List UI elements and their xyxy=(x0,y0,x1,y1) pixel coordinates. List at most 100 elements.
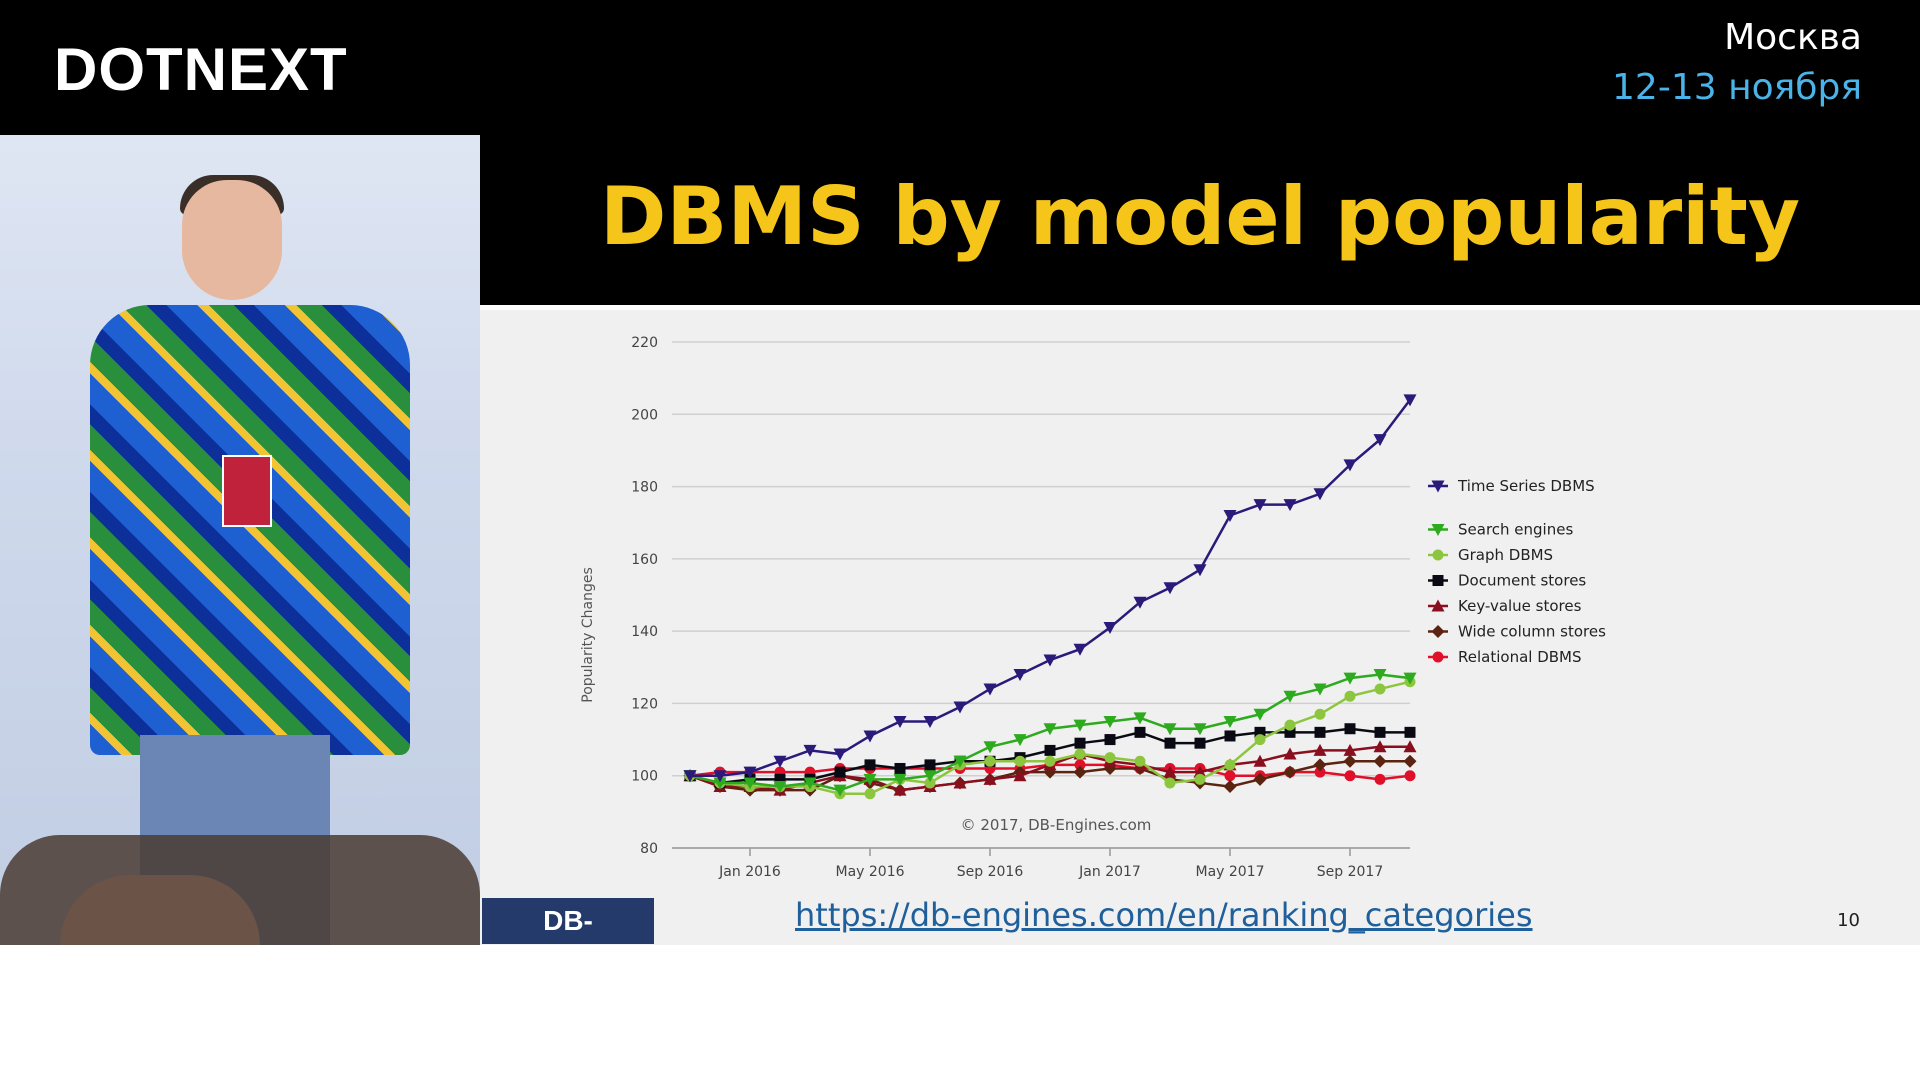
data-point xyxy=(1073,765,1087,779)
data-point xyxy=(983,772,997,785)
data-point xyxy=(833,748,847,761)
source-link[interactable]: https://db-engines.com/en/ranking_catego… xyxy=(795,896,1533,934)
data-point xyxy=(1403,394,1417,407)
data-point xyxy=(924,759,936,771)
x-tick-label: Sep 2016 xyxy=(957,864,1024,880)
data-point xyxy=(834,766,846,778)
y-tick-label: 140 xyxy=(631,624,658,640)
data-point xyxy=(953,776,967,789)
legend-marker xyxy=(1431,524,1445,536)
y-axis-label: Popularity Changes xyxy=(580,567,596,703)
conference-logo: DOTNEXT xyxy=(54,36,348,103)
data-point xyxy=(894,762,906,774)
data-point xyxy=(983,741,997,754)
db-engines-logo: DB-ENGINES xyxy=(482,898,654,982)
data-point xyxy=(984,755,996,767)
data-point xyxy=(1043,654,1057,667)
data-point xyxy=(1013,769,1027,782)
legend-marker xyxy=(1432,651,1444,663)
slide-page-number: 10 xyxy=(1837,910,1860,931)
data-point xyxy=(923,770,937,783)
data-point xyxy=(864,759,876,771)
slide-divider xyxy=(480,305,1920,309)
data-point xyxy=(774,773,786,785)
y-tick-label: 80 xyxy=(640,841,658,857)
x-tick-label: Jan 2016 xyxy=(718,864,781,880)
data-point xyxy=(893,773,907,786)
data-point xyxy=(1164,777,1176,789)
data-point xyxy=(1254,726,1266,738)
data-point xyxy=(1374,773,1386,785)
event-dates: 12-13 ноября xyxy=(1612,67,1862,108)
data-point xyxy=(953,701,967,714)
x-tick-label: May 2017 xyxy=(1195,864,1264,880)
data-point xyxy=(983,683,997,696)
data-point xyxy=(863,773,877,786)
legend-marker xyxy=(1431,625,1445,638)
data-point xyxy=(1103,716,1117,728)
legend-label: Wide column stores xyxy=(1458,623,1606,641)
data-point xyxy=(743,777,757,790)
data-point xyxy=(833,784,847,797)
x-tick-label: May 2016 xyxy=(835,864,904,880)
legend-label: Search engines xyxy=(1458,521,1573,539)
data-point xyxy=(1313,743,1327,756)
data-point xyxy=(1193,765,1207,778)
data-point xyxy=(1044,744,1056,756)
data-point xyxy=(803,777,817,790)
data-point xyxy=(1103,622,1117,635)
data-point xyxy=(1223,509,1237,522)
data-point xyxy=(713,770,727,783)
data-point xyxy=(1373,669,1387,682)
data-point xyxy=(1074,737,1086,749)
data-point xyxy=(1073,719,1087,732)
data-point xyxy=(1343,672,1357,685)
data-point xyxy=(1224,770,1236,782)
data-point xyxy=(1313,488,1327,501)
data-point xyxy=(1404,726,1416,738)
data-point xyxy=(1373,740,1387,753)
legend-marker xyxy=(1432,575,1444,586)
legend-label: Relational DBMS xyxy=(1458,648,1582,666)
data-point xyxy=(1283,499,1297,512)
y-tick-label: 120 xyxy=(631,696,658,712)
data-point xyxy=(1283,765,1297,779)
x-tick-label: Sep 2017 xyxy=(1317,864,1383,880)
data-point xyxy=(1344,723,1356,735)
data-point xyxy=(1373,434,1387,447)
data-point xyxy=(1013,734,1027,747)
data-point xyxy=(1224,730,1236,742)
speaker-badge xyxy=(222,455,272,527)
speaker-head xyxy=(182,180,282,300)
data-point xyxy=(1404,770,1416,782)
data-point xyxy=(1253,754,1267,767)
chart-panel: 80 100 120 140 160 180 200 220 Jan 2016 May 2016 S… xyxy=(480,310,1920,945)
data-point xyxy=(1133,712,1147,725)
data-point xyxy=(1134,726,1146,738)
data-point xyxy=(864,788,876,800)
legend-label: Key-value stores xyxy=(1458,597,1582,615)
data-point xyxy=(1163,582,1177,595)
data-point xyxy=(863,730,877,743)
data-point xyxy=(773,755,787,768)
y-tick-label: 180 xyxy=(631,480,658,496)
data-point xyxy=(773,781,787,794)
data-point xyxy=(1314,708,1326,720)
data-point xyxy=(953,755,967,768)
data-point xyxy=(1223,716,1237,728)
legend-marker xyxy=(1432,549,1444,561)
data-point xyxy=(1134,755,1146,767)
data-point xyxy=(1043,723,1057,736)
data-point xyxy=(1283,690,1297,703)
data-point xyxy=(1314,726,1326,738)
speaker-shirt xyxy=(90,305,410,755)
slide-title: DBMS by model popularity xyxy=(600,170,1800,263)
data-point xyxy=(1073,643,1087,656)
data-point xyxy=(923,716,937,728)
data-point xyxy=(713,777,727,790)
audience-head xyxy=(60,875,260,945)
y-tick-label: 220 xyxy=(631,335,658,351)
data-point xyxy=(743,766,757,779)
data-point xyxy=(924,777,936,789)
data-point xyxy=(1343,743,1357,756)
